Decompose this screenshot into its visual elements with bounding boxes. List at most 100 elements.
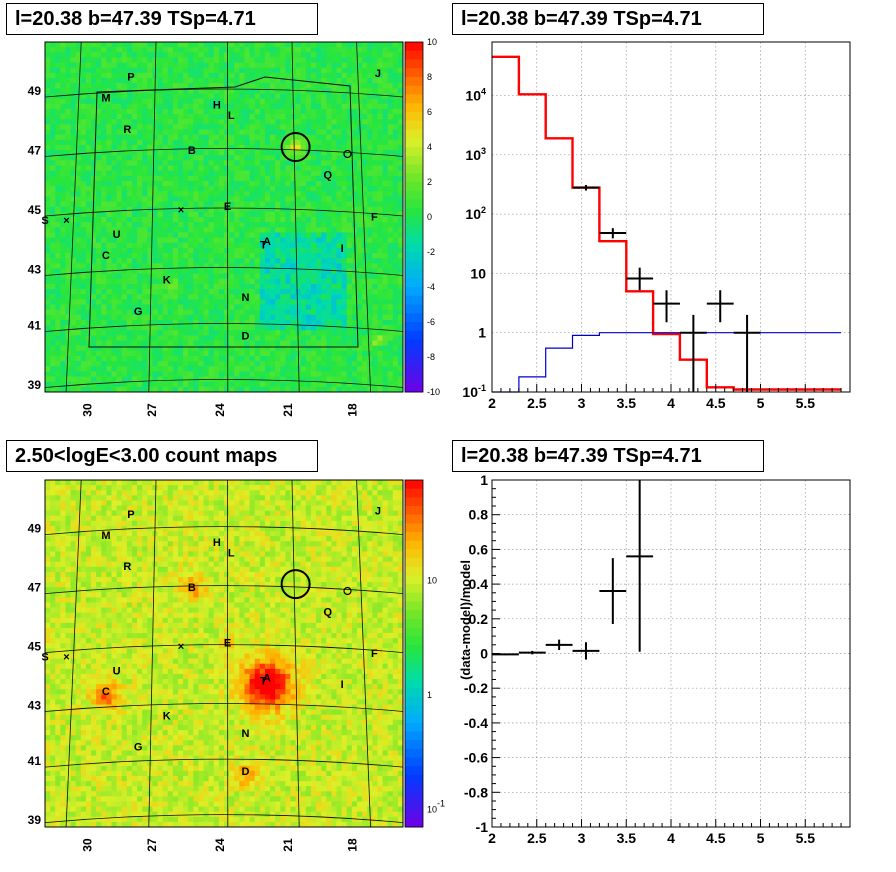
map-pixel	[142, 114, 148, 120]
map-pixel	[131, 144, 138, 151]
map-pixel	[341, 273, 348, 280]
map-pixel	[131, 67, 138, 74]
map-pixel	[218, 134, 225, 141]
map-pixel	[142, 242, 148, 249]
map-pixel	[126, 160, 133, 166]
map-pixel	[111, 62, 117, 69]
map-pixel	[198, 386, 204, 393]
map-pixel	[55, 350, 61, 357]
map-pixel	[203, 283, 210, 290]
map-pixel	[85, 52, 92, 58]
map-pixel	[367, 283, 373, 290]
map-pixel	[382, 165, 389, 172]
map-pixel	[264, 98, 271, 105]
map-pixel	[213, 201, 220, 208]
map-pixel	[218, 278, 225, 285]
map-pixel	[96, 289, 102, 295]
map-pixel	[203, 72, 210, 79]
x-tick-label: 2.5	[527, 395, 547, 411]
map-pixel	[295, 237, 302, 244]
map-pixel	[316, 283, 322, 290]
map-pixel	[377, 211, 383, 218]
map-pixel	[218, 304, 225, 311]
map-pixel	[50, 186, 56, 192]
map-pixel	[45, 232, 51, 238]
map-pixel	[183, 67, 189, 74]
map-pixel	[55, 191, 61, 197]
map-pixel	[65, 232, 71, 238]
map-pixel	[239, 170, 245, 177]
map-pixel	[356, 170, 363, 177]
map-pixel	[50, 114, 56, 120]
map-pixel	[91, 124, 97, 130]
map-pixel	[280, 289, 286, 295]
map-pixel	[96, 52, 102, 58]
map-pixel	[397, 83, 404, 89]
map-pixel	[305, 191, 312, 197]
map-pixel	[336, 247, 343, 254]
map-pixel	[270, 196, 276, 202]
map-pixel	[249, 186, 256, 192]
map-pixel	[91, 258, 97, 264]
map-pixel	[198, 278, 204, 285]
map-pixel	[137, 175, 143, 182]
map-pixel	[290, 304, 296, 311]
map-pixel	[270, 93, 276, 100]
map-pixel	[137, 165, 143, 172]
map-pixel	[264, 278, 271, 285]
map-pixel	[290, 283, 296, 290]
map-pixel	[80, 263, 87, 269]
map-pixel	[142, 268, 148, 275]
map-pixel	[300, 355, 307, 362]
map-pixel	[224, 42, 230, 48]
map-pixel	[249, 237, 256, 244]
map-pixel	[131, 186, 138, 192]
map-pixel	[310, 381, 317, 388]
map-pixel	[162, 258, 169, 264]
map-pixel	[162, 227, 169, 233]
map-pixel	[346, 211, 353, 218]
map-pixel	[264, 83, 271, 89]
map-pixel	[326, 144, 332, 151]
map-pixel	[351, 350, 358, 357]
map-pixel	[106, 42, 112, 48]
map-pixel	[290, 227, 296, 233]
map-pixel	[183, 62, 189, 69]
source-label-U: U	[113, 229, 121, 241]
map-pixel	[101, 57, 107, 63]
map-pixel	[91, 247, 97, 254]
map-pixel	[259, 376, 266, 383]
map-pixel	[101, 88, 107, 94]
map-pixel	[285, 165, 291, 172]
map-pixel	[50, 273, 56, 280]
map-pixel	[326, 355, 332, 362]
map-pixel	[80, 88, 87, 94]
map-pixel	[382, 268, 389, 275]
map-pixel	[326, 366, 332, 372]
map-pixel	[142, 247, 148, 254]
map-pixel	[111, 268, 117, 275]
map-pixel	[254, 98, 261, 105]
map-pixel	[208, 283, 215, 290]
map-pixel	[106, 186, 112, 192]
map-pixel	[45, 289, 51, 295]
map-pixel	[387, 108, 394, 115]
map-pixel	[346, 242, 353, 249]
map-pixel	[356, 253, 363, 259]
map-pixel	[310, 237, 317, 244]
map-pixel	[326, 175, 332, 182]
map-pixel	[229, 42, 235, 48]
map-pixel	[259, 217, 266, 223]
map-pixel	[331, 361, 337, 367]
map-pixel	[397, 165, 404, 172]
map-pixel	[147, 114, 153, 120]
map-pixel	[142, 196, 148, 202]
map-pixel	[101, 98, 107, 105]
map-pixel	[60, 232, 66, 238]
map-pixel	[85, 42, 92, 48]
data-point	[599, 228, 627, 239]
map-pixel	[300, 139, 307, 146]
map-pixel	[208, 345, 215, 352]
map-pixel	[85, 371, 92, 377]
map-pixel	[224, 175, 230, 182]
